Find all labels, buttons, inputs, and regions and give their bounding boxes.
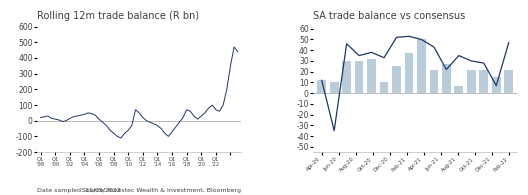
Bar — [442, 64, 451, 93]
Bar — [504, 70, 513, 93]
Text: Rolling 12m trade balance (R bn): Rolling 12m trade balance (R bn) — [37, 11, 199, 21]
Bar — [355, 61, 363, 93]
Bar — [367, 59, 376, 93]
Bar — [317, 80, 326, 93]
Text: SA trade balance vs consensus: SA trade balance vs consensus — [313, 11, 465, 21]
Bar — [479, 70, 488, 93]
Bar — [392, 66, 401, 93]
Bar — [455, 86, 463, 93]
Bar — [330, 82, 338, 93]
Bar — [342, 61, 351, 93]
Bar — [492, 77, 501, 93]
Bar — [380, 82, 389, 93]
Text: Source: Investec Wealth & Investment, Bloomberg: Source: Investec Wealth & Investment, Bl… — [82, 188, 241, 193]
Bar — [417, 39, 426, 93]
Bar — [404, 53, 413, 93]
Bar — [430, 70, 438, 93]
Text: Date sampled: 11/05/2022: Date sampled: 11/05/2022 — [37, 188, 121, 193]
Bar — [467, 70, 476, 93]
